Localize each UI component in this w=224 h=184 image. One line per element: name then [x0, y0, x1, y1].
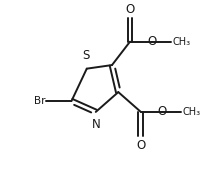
Text: CH₃: CH₃ [183, 107, 201, 117]
Text: S: S [82, 49, 90, 62]
Text: O: O [136, 139, 145, 152]
Text: N: N [92, 118, 101, 131]
Text: O: O [147, 35, 156, 48]
Text: O: O [125, 3, 135, 15]
Text: Br: Br [34, 96, 45, 106]
Text: CH₃: CH₃ [173, 37, 191, 47]
Text: O: O [158, 105, 167, 118]
